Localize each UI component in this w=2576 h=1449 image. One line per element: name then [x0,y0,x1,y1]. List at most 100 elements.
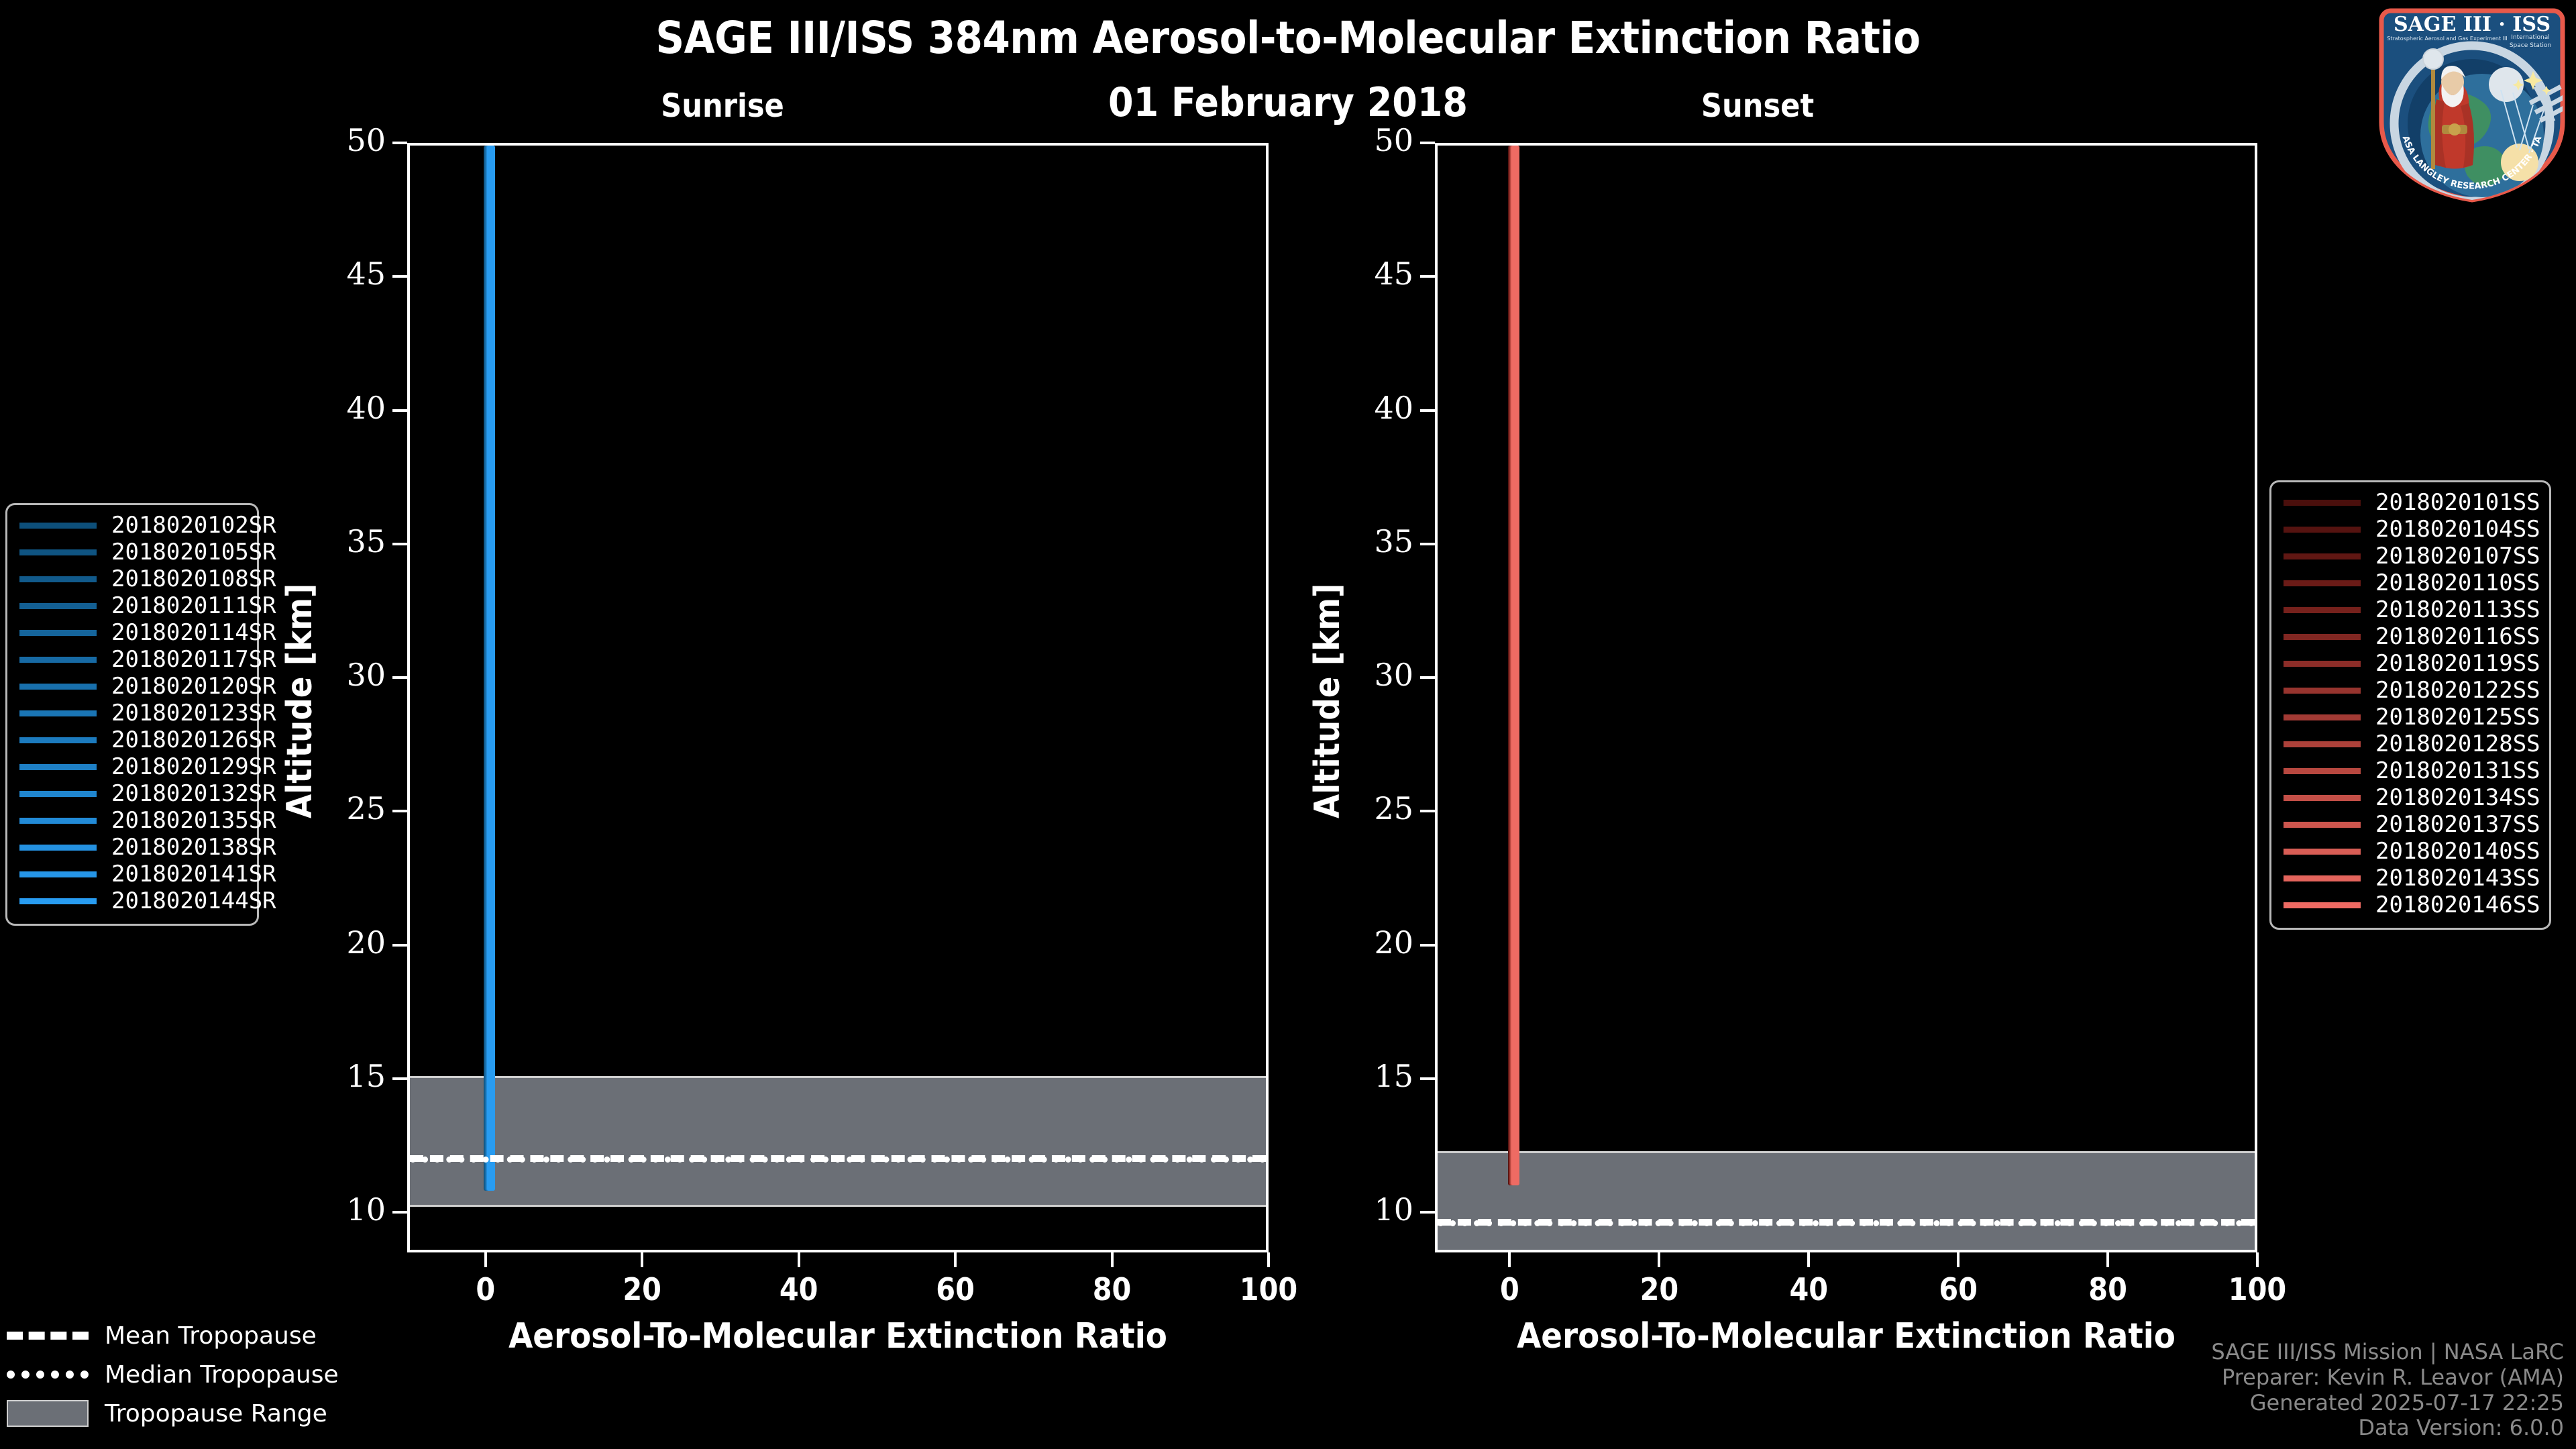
x-axis-tick-label: 100 [2228,1271,2287,1307]
sage-iii-iss-logo: SAGE III · ISS Stratospheric Aerosol and… [2379,8,2565,203]
y-axis-tick-label: 15 [346,1057,386,1094]
legend-item[interactable]: 2018020144SR [19,888,276,914]
legend-item-label: 2018020113SS [2375,596,2540,623]
y-axis-tick-label: 35 [1374,523,1413,559]
legend-color-swatch [2284,580,2361,586]
legend-item[interactable]: 2018020111SR [19,592,276,619]
legend-item[interactable]: 2018020146SS [2284,892,2540,918]
legend-item[interactable]: 2018020114SR [19,619,276,646]
legend-item-label: 2018020110SS [2375,570,2540,596]
legend-item[interactable]: 2018020140SS [2284,838,2540,865]
legend-item[interactable]: 2018020107SS [2284,543,2540,570]
legend-item[interactable]: 2018020104SS [2284,516,2540,543]
y-axis-tick [1420,1077,1435,1080]
x-axis-tick-label: 60 [1939,1271,1978,1307]
y-axis-tick [392,810,407,813]
x-axis-tick [2256,1252,2259,1267]
credit-line-mission: SAGE III/ISS Mission | NASA LaRC [2211,1339,2564,1364]
legend-item-label: 2018020144SR [111,888,276,914]
legend-color-swatch [2284,902,2361,908]
legend-item[interactable]: 2018020143SS [2284,865,2540,892]
legend-item-label: 2018020119SS [2375,650,2540,677]
credit-line-generated: Generated 2025-07-17 22:25 [2249,1389,2564,1415]
legend-color-swatch [2284,767,2361,774]
legend-item[interactable]: 2018020122SS [2284,677,2540,704]
legend-color-swatch [19,629,97,636]
dotted-line-icon [7,1371,89,1379]
y-axis-tick-label: 25 [346,790,386,827]
legend-sunset[interactable]: 2018020101SS 2018020104SS 2018020107SS 2018… [2269,480,2551,930]
plot-area-sunset[interactable] [1435,143,2257,1252]
legend-color-swatch [19,844,97,851]
tropopause-median-line [1438,1220,2255,1227]
legend-item-label: 2018020125SS [2375,704,2540,731]
legend-color-swatch [19,737,97,743]
y-axis-tick [1420,542,1435,545]
legend-item[interactable]: 2018020128SS [2284,731,2540,757]
plot-canvas-sunset [1438,146,2255,1250]
legend-item-label: 2018020138SR [111,834,276,861]
legend-item-mean-tropopause[interactable]: Mean Tropopause [7,1316,356,1355]
x-axis-tick [1957,1252,1960,1267]
legend-item-label: 2018020101SS [2375,489,2540,516]
legend-item-label: 2018020134SS [2375,784,2540,811]
tropopause-median-line [410,1156,1266,1163]
legend-item[interactable]: 2018020119SS [2284,650,2540,677]
legend-item[interactable]: 2018020123SR [19,700,276,727]
y-axis-tick [1420,810,1435,813]
legend-sunrise[interactable]: 2018020102SR 2018020105SR 2018020108SR 2018… [5,503,276,926]
legend-item[interactable]: 2018020141SR [19,861,276,888]
legend-item-label: 2018020135SR [111,807,276,834]
legend-item[interactable]: 2018020113SS [2284,596,2540,623]
logo-subtitle-iss-1: International [2511,34,2549,41]
legend-item-label: 2018020146SS [2375,892,2540,918]
logo-figure [2422,48,2474,169]
y-axis-tick-label: 35 [346,523,386,559]
y-axis-tick-label: 20 [1374,924,1413,961]
legend-item[interactable]: 2018020108SR [19,566,276,592]
legend-item-label: 2018020140SS [2375,838,2540,865]
legend-item[interactable]: 2018020131SS [2284,757,2540,784]
plot-area-sunrise[interactable] [407,143,1269,1252]
x-axis-tick [1267,1252,1270,1267]
y-axis-tick [1420,676,1435,680]
y-axis-tick-label: 30 [1374,657,1413,694]
legend-item[interactable]: 2018020102SR [19,512,276,539]
legend-color-swatch [2284,821,2361,828]
y-axis-tick-label: 10 [346,1191,386,1228]
legend-item-median-tropopause[interactable]: Median Tropopause [7,1355,356,1394]
y-axis-tick-label: 25 [1374,790,1413,827]
legend-item[interactable]: 2018020138SR [19,834,276,861]
legend-color-swatch [19,817,97,824]
y-axis-tick [1420,275,1435,278]
y-axis-tick-label: 10 [1374,1191,1413,1228]
legend-item[interactable]: 2018020135SR [19,807,276,834]
x-axis-tick-label: 40 [1789,1271,1829,1307]
legend-item[interactable]: 2018020110SS [2284,570,2540,596]
x-axis-tick [2106,1252,2110,1267]
y-axis-tick [392,1077,407,1080]
legend-item[interactable]: 2018020105SR [19,539,276,566]
legend-item-label: 2018020114SR [111,619,276,646]
legend-item[interactable]: 2018020129SR [19,753,276,780]
legend-item[interactable]: 2018020117SR [19,646,276,673]
legend-item-label: 2018020107SS [2375,543,2540,570]
x-axis-tick [484,1252,487,1267]
legend-label-tropopause-range: Tropopause Range [105,1399,327,1428]
legend-item[interactable]: 2018020137SS [2284,811,2540,838]
legend-item[interactable]: 2018020126SR [19,727,276,753]
y-axis-tick [392,1211,407,1214]
legend-item[interactable]: 2018020132SR [19,780,276,807]
logo-title: SAGE III · ISS [2394,13,2551,36]
legend-color-swatch [19,898,97,904]
legend-item[interactable]: 2018020125SS [2284,704,2540,731]
legend-item[interactable]: 2018020120SR [19,673,276,700]
y-axis-tick-label: 45 [346,256,386,292]
legend-item[interactable]: 2018020134SS [2284,784,2540,811]
legend-item[interactable]: 2018020101SS [2284,489,2540,516]
plot-canvas-sunrise [410,146,1266,1250]
x-axis-tick-label: 60 [936,1271,975,1307]
legend-item[interactable]: 2018020116SS [2284,623,2540,650]
legend-tropopause[interactable]: Mean Tropopause Median Tropopause Tropop… [7,1316,356,1433]
legend-item-tropopause-range[interactable]: Tropopause Range [7,1394,356,1433]
